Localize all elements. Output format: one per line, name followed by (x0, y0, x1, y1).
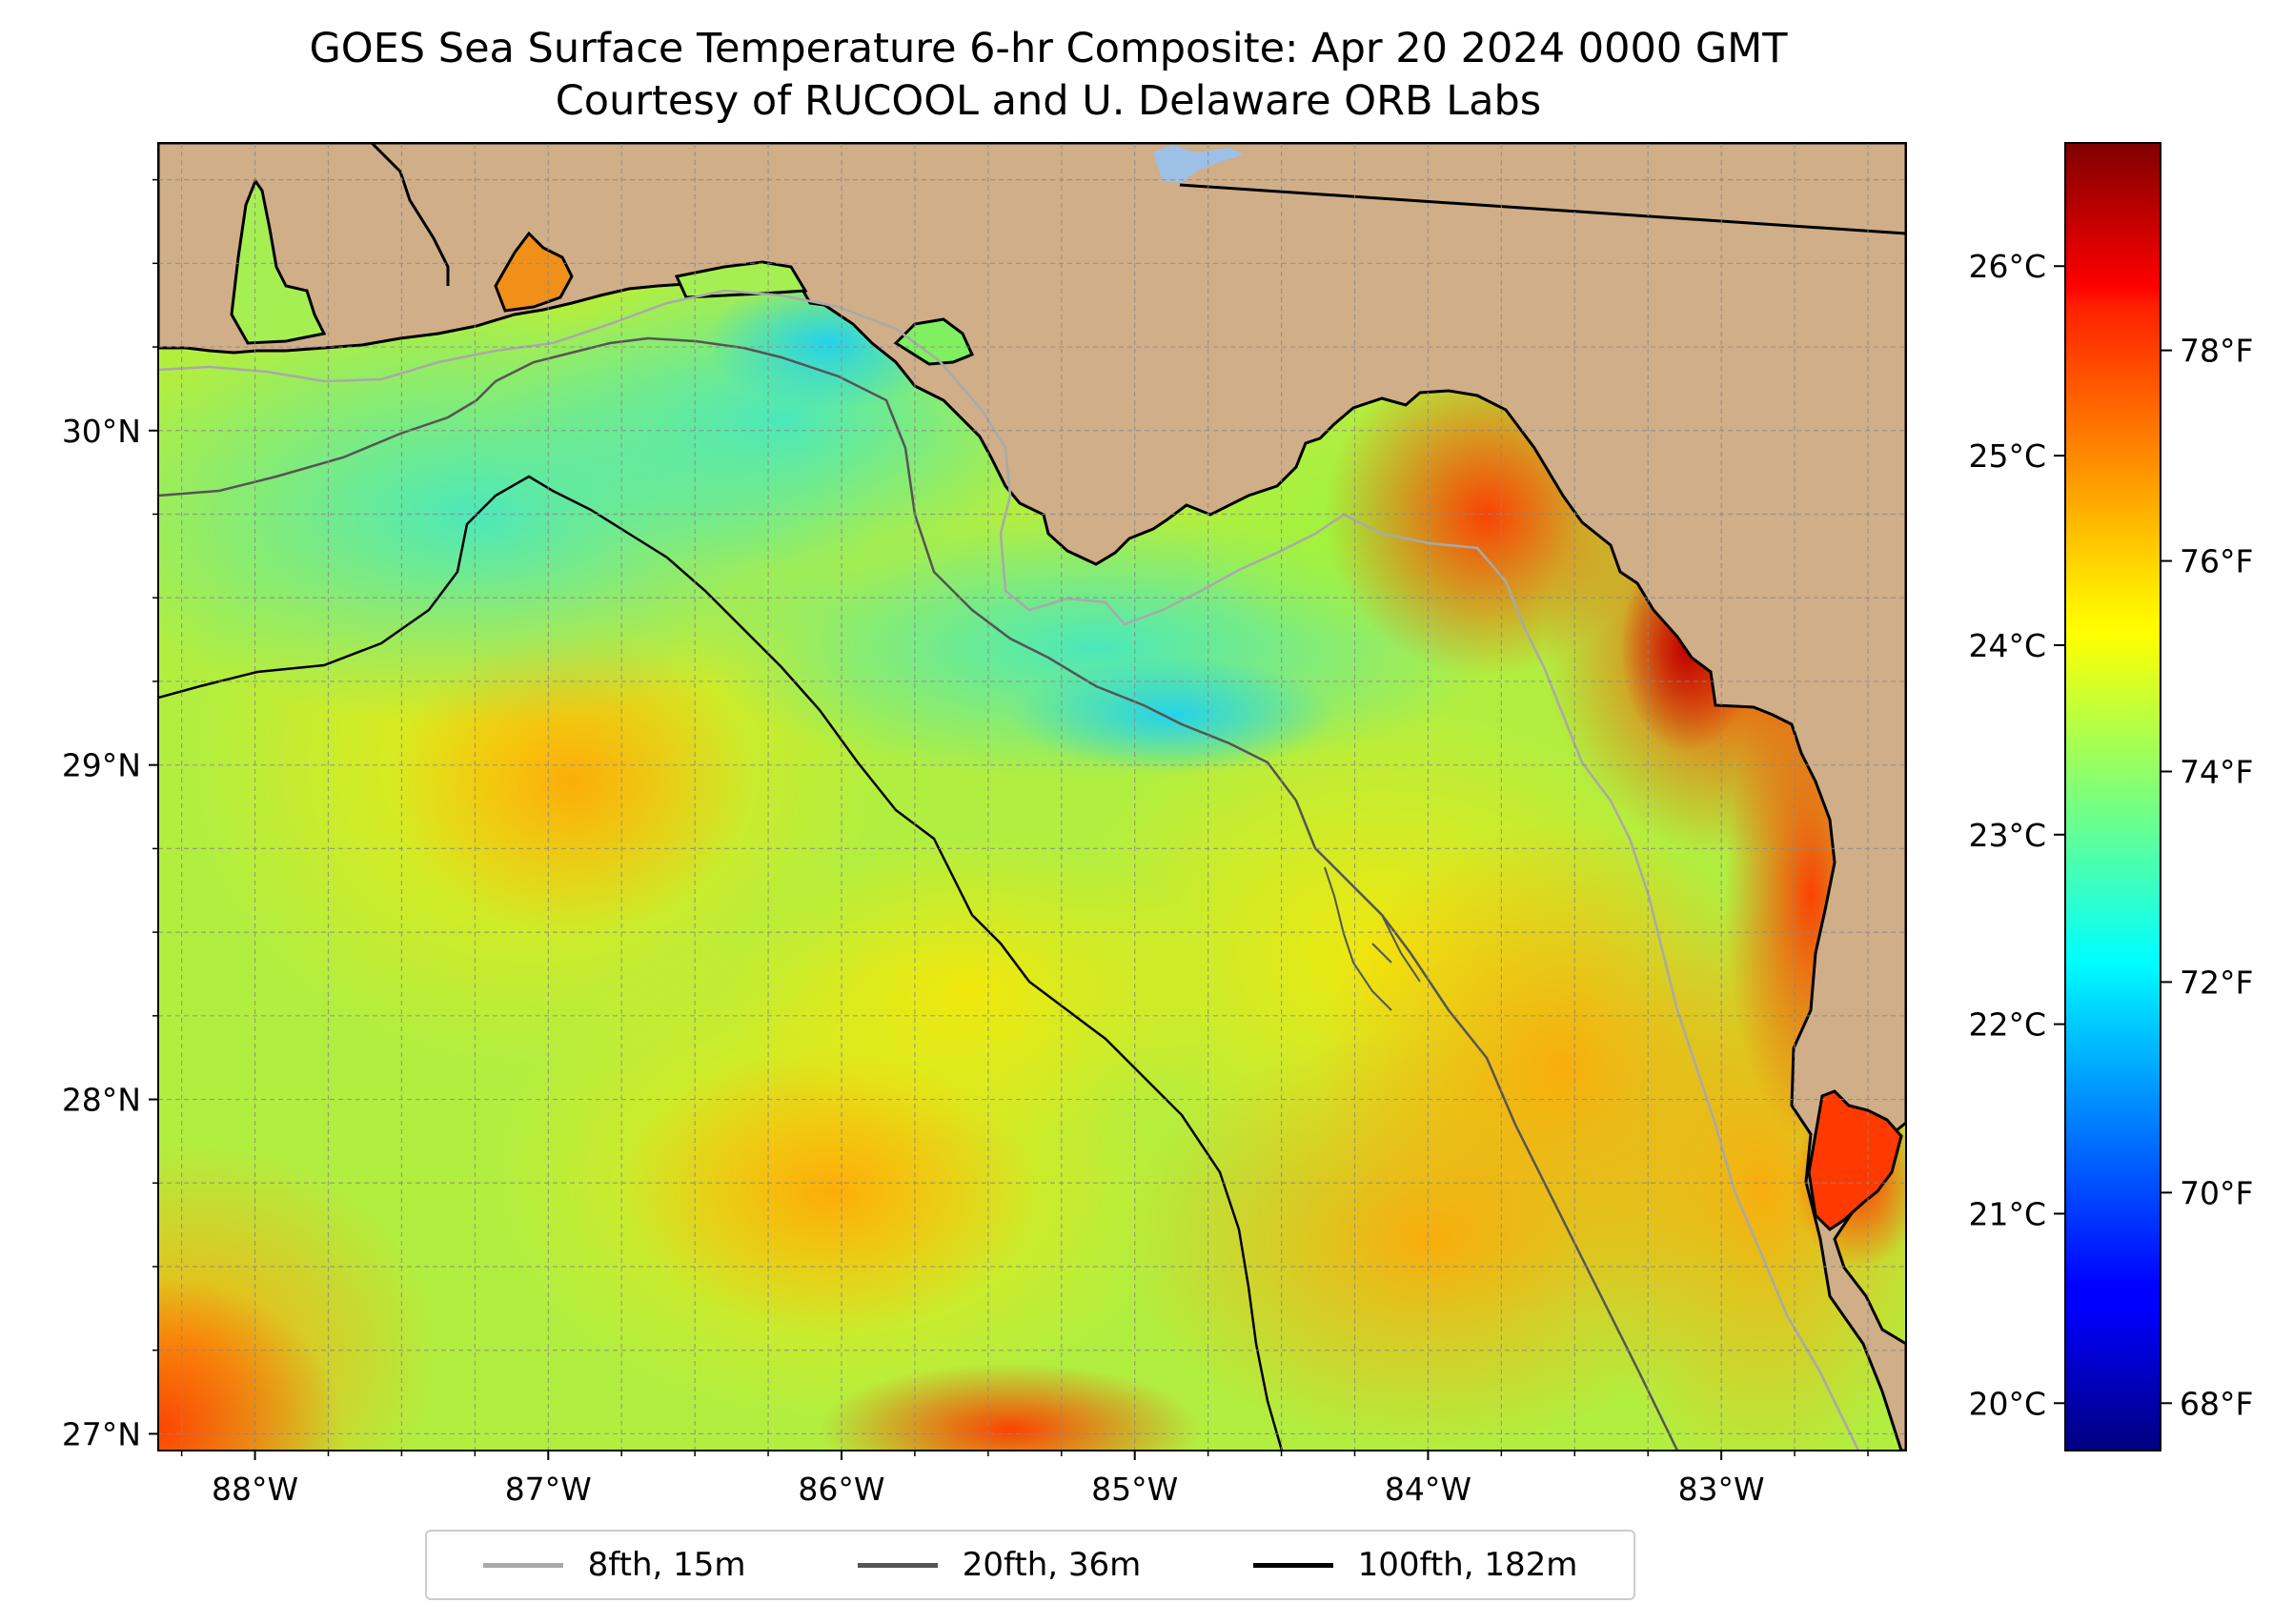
colorbar-celsius-label: 24°C (1968, 627, 2046, 664)
colorbar-celsius-label: 26°C (1968, 248, 2046, 285)
colorbar-fahrenheit-label: 74°F (2180, 753, 2253, 790)
isobath-100fth (158, 475, 1284, 1451)
lon-tick-label: 83°W (1678, 1471, 1765, 1508)
lat-tick-label: 30°N (62, 413, 141, 450)
lat-tick-label: 29°N (62, 747, 141, 784)
legend-label-8fth: 8fth, 15m (587, 1546, 746, 1584)
legend-swatch-100fth (1252, 1562, 1333, 1568)
lon-tick-label: 84°W (1385, 1471, 1471, 1508)
pensacola-bay (494, 231, 574, 313)
legend-item-100fth: 100fth, 182m (1252, 1546, 1578, 1584)
colorbar-celsius-label: 20°C (1968, 1385, 2046, 1422)
colorbar-celsius-label: 22°C (1968, 1006, 2046, 1044)
isobath-legend: 8fth, 15m 20fth, 36m 100fth, 182m (425, 1530, 1635, 1600)
longitude-axis: 88°W 87°W 86°W 85°W 84°W 83°W (180, 1451, 1869, 1508)
lat-tick-label: 28°N (62, 1082, 141, 1119)
colorbar-fahrenheit-label: 76°F (2180, 543, 2253, 580)
land-mass (158, 143, 1906, 1451)
colorbar-celsius-axis: 26°C 25°C 24°C 23°C 22°C 21°C 20°C (1968, 248, 2065, 1422)
chart-title: GOES Sea Surface Temperature 6-hr Compos… (309, 25, 1788, 72)
state-boundary-al-fl (370, 143, 450, 286)
legend-label-100fth: 100fth, 182m (1357, 1546, 1578, 1584)
legend-item-8fth: 8fth, 15m (482, 1546, 746, 1584)
lon-tick-label: 86°W (798, 1471, 884, 1508)
chart-subtitle: Courtesy of RUCOOL and U. Delaware ORB L… (555, 77, 1542, 125)
map-gridlines (158, 143, 1906, 1451)
colorbar-fahrenheit-label: 68°F (2180, 1385, 2253, 1422)
isobath-8fth (158, 289, 1860, 1451)
lake (1153, 145, 1244, 183)
map-frame (157, 142, 1907, 1451)
colorbar-fahrenheit-label: 70°F (2180, 1174, 2253, 1211)
isobath-20fth (158, 336, 1679, 1451)
state-boundary (1179, 183, 1906, 235)
colorbar-fahrenheit-label: 78°F (2180, 333, 2253, 370)
colorbar (2064, 142, 2161, 1451)
lon-tick-label: 88°W (212, 1471, 298, 1508)
colorbar-fahrenheit-axis: 78°F 76°F 74°F 72°F 70°F 68°F (2161, 333, 2253, 1422)
map-panel (158, 143, 1906, 1451)
colorbar-fahrenheit-label: 72°F (2180, 964, 2253, 1001)
colorbar-celsius-label: 21°C (1968, 1195, 2046, 1232)
lon-tick-label: 85°W (1091, 1471, 1178, 1508)
legend-swatch-20fth (857, 1562, 938, 1568)
legend-label-20fth: 20fth, 36m (962, 1546, 1142, 1584)
colorbar-celsius-label: 25°C (1968, 437, 2046, 475)
legend-item-20fth: 20fth, 36m (857, 1546, 1142, 1584)
lat-tick-label: 27°N (62, 1415, 141, 1452)
big-bend-features (1324, 866, 1421, 1011)
lon-tick-label: 87°W (505, 1471, 592, 1508)
tampa-bay (1807, 1089, 1903, 1231)
legend-swatch-8fth (482, 1562, 563, 1568)
latitude-axis: 30°N 29°N 28°N 27°N (62, 178, 158, 1452)
colorbar-celsius-label: 23°C (1968, 817, 2046, 854)
